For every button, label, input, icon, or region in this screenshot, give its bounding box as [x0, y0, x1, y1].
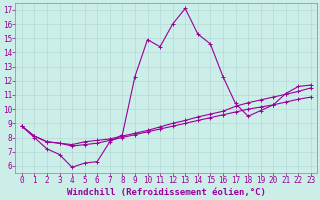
- X-axis label: Windchill (Refroidissement éolien,°C): Windchill (Refroidissement éolien,°C): [67, 188, 266, 197]
